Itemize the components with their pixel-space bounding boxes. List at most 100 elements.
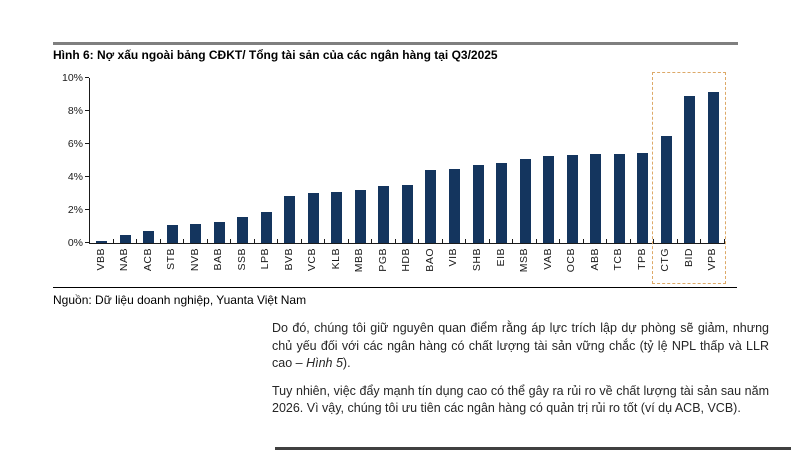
bar-column-msb [513,78,537,243]
x-label-cell: PGB [371,248,395,284]
x-tick-mark [676,239,678,243]
x-label-cell: ABB [583,248,607,284]
x-axis-label-mbb: MBB [353,248,366,273]
x-label-cell: NAB [113,248,137,284]
bar-bao [425,170,437,243]
x-label-cell: TPB [630,248,654,284]
x-axis-label-eib: EIB [494,248,507,267]
x-axis-label-vab: VAB [541,248,554,270]
x-tick-mark [606,239,608,243]
x-axis-label-pgb: PGB [376,248,389,272]
x-axis-label-msb: MSB [518,248,531,273]
x-tick-mark [512,239,514,243]
bar-ocb [566,154,578,243]
y-tick-mark [85,77,89,78]
x-label-cell: LPB [254,248,278,284]
y-tick-mark [85,110,89,111]
bar-abb [590,153,602,243]
x-axis-label-ocb: OCB [565,248,578,273]
x-label-cell: BAO [418,248,442,284]
x-axis-label-vcb: VCB [306,248,319,272]
x-label-cell: NVB [183,248,207,284]
bar-nab [119,234,131,243]
bar-bvb [284,195,296,243]
x-tick-mark [253,239,255,243]
x-axis-label-hdb: HDB [400,248,413,272]
page-bottom-rule [275,447,791,450]
x-label-cell: VIB [442,248,466,284]
paragraph-1-text: Do đó, chúng tôi giữ nguyên quan điểm rằ… [272,321,769,370]
x-label-cell: HDB [395,248,419,284]
bar-column-abb [584,78,608,243]
bar-vib [448,168,460,243]
paragraph-1-italic-ref: Hình 5 [306,356,343,370]
bar-msb [519,158,531,243]
bar-column-vab [537,78,561,243]
bar-column-bao [419,78,443,243]
x-tick-mark [653,239,655,243]
bar-column-shb [466,78,490,243]
x-tick-mark [324,239,326,243]
bar-column-nab [114,78,138,243]
x-axis-label-bao: BAO [423,248,436,272]
paragraph-1-text-end: ). [342,356,351,370]
bar-column-acb [137,78,161,243]
paragraph-1: Do đó, chúng tôi giữ nguyên quan điểm rằ… [272,320,769,373]
x-axis-labels: VBB NAB ACB STB NVB BAB SSB LPB BVB VCB KLB MBB PGB H… [89,248,724,284]
x-tick-mark [112,239,114,243]
bar-column-pgb [372,78,396,243]
x-axis-label-vbb: VBB [94,248,107,271]
x-tick-mark [159,239,161,243]
y-tick-mark [85,143,89,144]
y-tick-label: 10% [61,72,83,84]
bar-column-lpb [255,78,279,243]
x-axis-label-ssb: SSB [235,248,248,271]
y-tick-mark [85,176,89,177]
x-label-cell: ACB [136,248,160,284]
x-tick-mark [136,239,138,243]
x-axis-label-acb: ACB [141,248,154,272]
x-label-cell: VBB [89,248,113,284]
bar-column-vpb [701,78,725,243]
x-label-cell: TCB [606,248,630,284]
bar-tcb [613,153,625,243]
bar-shb [472,165,484,243]
x-axis-label-bab: BAB [212,248,225,271]
bar-column-vbb [90,78,114,243]
bar-column-ocb [560,78,584,243]
x-label-cell: MSB [512,248,536,284]
bar-nvb [190,224,202,243]
bar-ssb [237,217,249,243]
plot-area [85,77,725,244]
x-tick-mark [277,239,279,243]
x-label-cell: VAB [536,248,560,284]
x-tick-mark [300,239,302,243]
y-tick-label: 0% [67,237,83,249]
x-label-cell: MBB [348,248,372,284]
y-tick-label: 6% [67,138,83,150]
figure-top-rule [53,42,738,45]
x-label-cell: VCB [301,248,325,284]
x-tick-mark [488,239,490,243]
x-tick-mark [723,239,725,243]
y-tick-mark [85,242,89,243]
y-tick-label: 8% [67,105,83,117]
x-tick-mark [230,239,232,243]
bar-vbb [96,240,108,243]
x-tick-mark [418,239,420,243]
x-axis-label-tcb: TCB [612,248,625,271]
bar-column-ssb [231,78,255,243]
bar-tpb [637,153,649,243]
x-label-cell: KLB [324,248,348,284]
x-label-cell: OCB [559,248,583,284]
x-axis-label-nab: NAB [118,248,131,272]
bar-ctg [660,135,672,243]
bar-column-mbb [349,78,373,243]
bar-column-hdb [396,78,420,243]
x-axis-label-bvb: BVB [282,248,295,271]
x-tick-mark [347,239,349,243]
x-label-cell: SSB [230,248,254,284]
bar-mbb [354,190,366,243]
x-tick-mark [700,239,702,243]
